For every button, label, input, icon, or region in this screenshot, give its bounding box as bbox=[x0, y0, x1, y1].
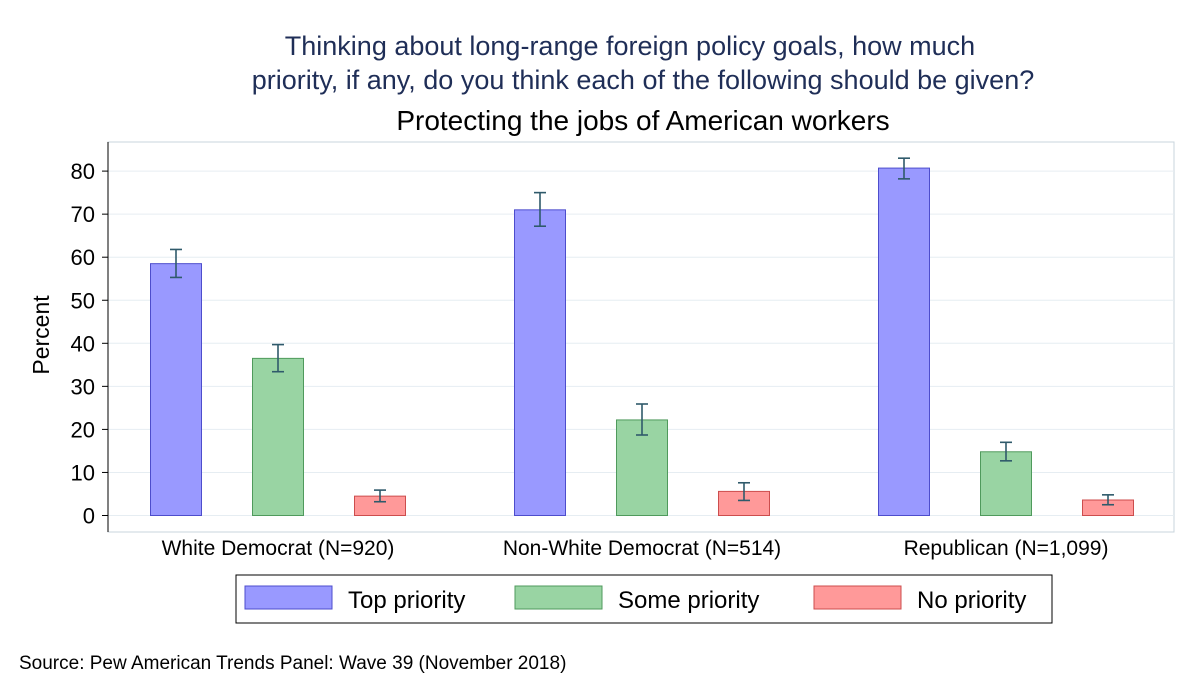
y-tick-label: 50 bbox=[71, 288, 95, 313]
y-tick-label: 60 bbox=[71, 245, 95, 270]
bar-some-priority bbox=[980, 451, 1032, 517]
bar-top-priority bbox=[514, 209, 566, 516]
y-tick-label: 30 bbox=[71, 374, 95, 399]
y-tick-label: 70 bbox=[71, 202, 95, 227]
x-category-label: Republican (N=1,099) bbox=[904, 537, 1109, 560]
y-tick-label: 20 bbox=[71, 417, 95, 442]
legend-swatch bbox=[244, 585, 333, 610]
chart-subtitle: Protecting the jobs of American workers bbox=[396, 105, 889, 136]
y-tick-label: 40 bbox=[71, 331, 95, 356]
chart-title-line-1: Thinking about long-range foreign policy… bbox=[285, 31, 975, 61]
y-axis: 0 10 20 30 40 50 60 70 80 bbox=[71, 142, 109, 532]
legend: Top priority Some priority No priority bbox=[244, 585, 1026, 614]
bars bbox=[150, 167, 1134, 517]
bar-some-priority bbox=[252, 357, 304, 516]
legend-label: No priority bbox=[917, 587, 1026, 614]
legend-box bbox=[235, 574, 1053, 624]
bar-some-priority bbox=[616, 419, 668, 516]
x-category-label: White Democrat (N=920) bbox=[162, 537, 395, 560]
x-category-label: Non-White Democrat (N=514) bbox=[503, 537, 781, 560]
legend-swatch bbox=[813, 585, 902, 610]
y-tick-label: 10 bbox=[71, 460, 95, 485]
source-note: Source: Pew American Trends Panel: Wave … bbox=[19, 653, 566, 674]
y-axis-label: Percent bbox=[28, 295, 54, 375]
legend-label: Some priority bbox=[618, 587, 759, 614]
legend-label: Top priority bbox=[348, 587, 465, 614]
error-bars bbox=[170, 157, 1114, 506]
bar-top-priority bbox=[878, 167, 930, 517]
x-axis-labels: White Democrat (N=920) Non-White Democrat… bbox=[162, 537, 1109, 560]
y-tick-label: 80 bbox=[71, 159, 95, 184]
y-tick-label: 0 bbox=[83, 504, 95, 529]
bar-top-priority bbox=[150, 263, 202, 516]
chart-title-line-2: priority, if any, do you think each of t… bbox=[252, 65, 1034, 95]
legend-swatch bbox=[514, 585, 603, 610]
